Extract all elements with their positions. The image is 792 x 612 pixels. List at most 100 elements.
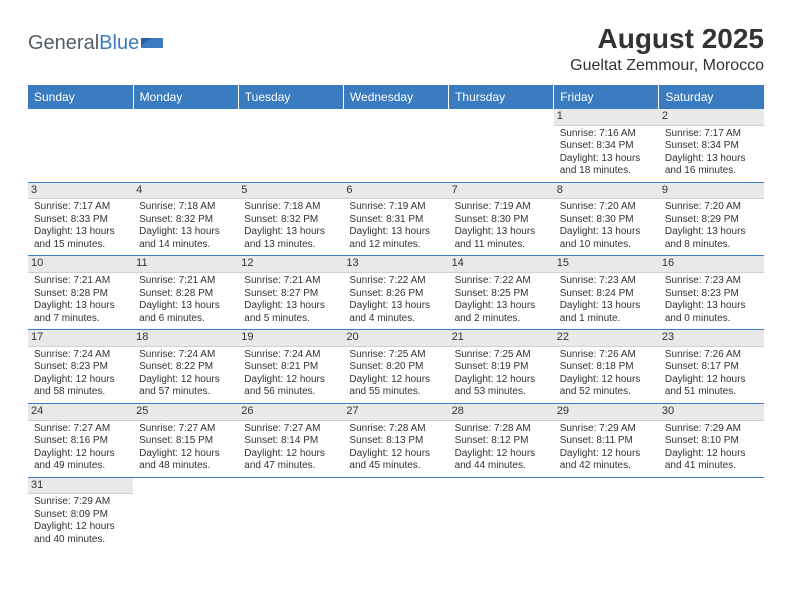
daylight-label: Daylight: 13 hours xyxy=(244,300,337,313)
empty-cell xyxy=(28,109,133,182)
daylight-label: and 44 minutes. xyxy=(455,460,548,473)
day-number: 3 xyxy=(28,183,133,200)
day-number: 11 xyxy=(133,256,238,273)
sunset-label: Sunset: 8:14 PM xyxy=(244,435,337,448)
daylight-label: Daylight: 13 hours xyxy=(349,300,442,313)
day-cell: 19Sunrise: 7:24 AMSunset: 8:21 PMDayligh… xyxy=(238,330,343,404)
sunset-label: Sunset: 8:29 PM xyxy=(665,214,758,227)
sunset-label: Sunset: 8:22 PM xyxy=(139,361,232,374)
weekday-header: Monday xyxy=(133,85,238,109)
empty-cell xyxy=(238,477,343,550)
day-cell: 13Sunrise: 7:22 AMSunset: 8:26 PMDayligh… xyxy=(343,256,448,330)
sunset-label: Sunset: 8:12 PM xyxy=(455,435,548,448)
sunset-label: Sunset: 8:32 PM xyxy=(244,214,337,227)
day-cell: 28Sunrise: 7:28 AMSunset: 8:12 PMDayligh… xyxy=(449,403,554,477)
daylight-label: and 10 minutes. xyxy=(560,239,653,252)
sunset-label: Sunset: 8:27 PM xyxy=(244,288,337,301)
sunrise-label: Sunrise: 7:18 AM xyxy=(139,201,232,214)
daylight-label: Daylight: 12 hours xyxy=(34,374,127,387)
daylight-label: and 40 minutes. xyxy=(34,534,127,547)
daylight-label: and 0 minutes. xyxy=(665,313,758,326)
sunset-label: Sunset: 8:15 PM xyxy=(139,435,232,448)
day-number: 2 xyxy=(659,109,764,126)
sunrise-label: Sunrise: 7:22 AM xyxy=(349,275,442,288)
sunrise-label: Sunrise: 7:25 AM xyxy=(349,349,442,362)
day-cell: 17Sunrise: 7:24 AMSunset: 8:23 PMDayligh… xyxy=(28,330,133,404)
daylight-label: Daylight: 12 hours xyxy=(349,448,442,461)
day-cell: 20Sunrise: 7:25 AMSunset: 8:20 PMDayligh… xyxy=(343,330,448,404)
sunrise-label: Sunrise: 7:21 AM xyxy=(139,275,232,288)
sunrise-label: Sunrise: 7:16 AM xyxy=(560,128,653,141)
daylight-label: Daylight: 12 hours xyxy=(455,374,548,387)
sunset-label: Sunset: 8:32 PM xyxy=(139,214,232,227)
weekday-header: Wednesday xyxy=(343,85,448,109)
calendar-row: 17Sunrise: 7:24 AMSunset: 8:23 PMDayligh… xyxy=(28,330,764,404)
empty-cell xyxy=(449,109,554,182)
sunrise-label: Sunrise: 7:28 AM xyxy=(349,423,442,436)
logo-text-general: General xyxy=(28,32,99,55)
sunset-label: Sunset: 8:13 PM xyxy=(349,435,442,448)
day-cell: 12Sunrise: 7:21 AMSunset: 8:27 PMDayligh… xyxy=(238,256,343,330)
daylight-label: Daylight: 12 hours xyxy=(560,448,653,461)
daylight-label: Daylight: 12 hours xyxy=(665,374,758,387)
day-number: 22 xyxy=(554,330,659,347)
day-cell: 27Sunrise: 7:28 AMSunset: 8:13 PMDayligh… xyxy=(343,403,448,477)
day-cell: 8Sunrise: 7:20 AMSunset: 8:30 PMDaylight… xyxy=(554,182,659,256)
daylight-label: Daylight: 13 hours xyxy=(455,226,548,239)
calendar-row: 31Sunrise: 7:29 AMSunset: 8:09 PMDayligh… xyxy=(28,477,764,550)
sunrise-label: Sunrise: 7:21 AM xyxy=(244,275,337,288)
daylight-label: Daylight: 13 hours xyxy=(139,226,232,239)
calendar-body: 1Sunrise: 7:16 AMSunset: 8:34 PMDaylight… xyxy=(28,109,764,551)
sunset-label: Sunset: 8:28 PM xyxy=(139,288,232,301)
sunrise-label: Sunrise: 7:24 AM xyxy=(139,349,232,362)
weekday-header: Friday xyxy=(554,85,659,109)
sunrise-label: Sunrise: 7:24 AM xyxy=(34,349,127,362)
weekday-header: Saturday xyxy=(659,85,764,109)
day-cell: 2Sunrise: 7:17 AMSunset: 8:34 PMDaylight… xyxy=(659,109,764,182)
day-cell: 21Sunrise: 7:25 AMSunset: 8:19 PMDayligh… xyxy=(449,330,554,404)
sunset-label: Sunset: 8:23 PM xyxy=(665,288,758,301)
day-number: 15 xyxy=(554,256,659,273)
day-cell: 14Sunrise: 7:22 AMSunset: 8:25 PMDayligh… xyxy=(449,256,554,330)
sunrise-label: Sunrise: 7:17 AM xyxy=(665,128,758,141)
sunrise-label: Sunrise: 7:25 AM xyxy=(455,349,548,362)
calendar-table: SundayMondayTuesdayWednesdayThursdayFrid… xyxy=(28,85,764,551)
day-cell: 18Sunrise: 7:24 AMSunset: 8:22 PMDayligh… xyxy=(133,330,238,404)
daylight-label: Daylight: 12 hours xyxy=(139,448,232,461)
calendar-row: 10Sunrise: 7:21 AMSunset: 8:28 PMDayligh… xyxy=(28,256,764,330)
day-number: 6 xyxy=(343,183,448,200)
daylight-label: and 1 minute. xyxy=(560,313,653,326)
daylight-label: and 58 minutes. xyxy=(34,386,127,399)
day-number: 20 xyxy=(343,330,448,347)
sunrise-label: Sunrise: 7:27 AM xyxy=(244,423,337,436)
day-cell: 11Sunrise: 7:21 AMSunset: 8:28 PMDayligh… xyxy=(133,256,238,330)
sunset-label: Sunset: 8:34 PM xyxy=(665,140,758,153)
logo-text-blue: Blue xyxy=(99,32,139,55)
day-number: 26 xyxy=(238,404,343,421)
sunset-label: Sunset: 8:10 PM xyxy=(665,435,758,448)
daylight-label: Daylight: 12 hours xyxy=(34,448,127,461)
location-label: Gueltat Zemmour, Morocco xyxy=(570,57,764,75)
day-cell: 10Sunrise: 7:21 AMSunset: 8:28 PMDayligh… xyxy=(28,256,133,330)
sunrise-label: Sunrise: 7:20 AM xyxy=(665,201,758,214)
calendar-row: 24Sunrise: 7:27 AMSunset: 8:16 PMDayligh… xyxy=(28,403,764,477)
daylight-label: and 57 minutes. xyxy=(139,386,232,399)
daylight-label: Daylight: 12 hours xyxy=(244,374,337,387)
sunrise-label: Sunrise: 7:19 AM xyxy=(455,201,548,214)
weekday-row: SundayMondayTuesdayWednesdayThursdayFrid… xyxy=(28,85,764,109)
day-number: 8 xyxy=(554,183,659,200)
day-cell: 23Sunrise: 7:26 AMSunset: 8:17 PMDayligh… xyxy=(659,330,764,404)
daylight-label: Daylight: 12 hours xyxy=(455,448,548,461)
day-cell: 22Sunrise: 7:26 AMSunset: 8:18 PMDayligh… xyxy=(554,330,659,404)
sunrise-label: Sunrise: 7:24 AM xyxy=(244,349,337,362)
daylight-label: Daylight: 12 hours xyxy=(665,448,758,461)
day-cell: 7Sunrise: 7:19 AMSunset: 8:30 PMDaylight… xyxy=(449,182,554,256)
day-number: 18 xyxy=(133,330,238,347)
day-number: 30 xyxy=(659,404,764,421)
sunset-label: Sunset: 8:26 PM xyxy=(349,288,442,301)
sunrise-label: Sunrise: 7:19 AM xyxy=(349,201,442,214)
sunrise-label: Sunrise: 7:20 AM xyxy=(560,201,653,214)
sunrise-label: Sunrise: 7:23 AM xyxy=(665,275,758,288)
daylight-label: and 2 minutes. xyxy=(455,313,548,326)
day-cell: 9Sunrise: 7:20 AMSunset: 8:29 PMDaylight… xyxy=(659,182,764,256)
